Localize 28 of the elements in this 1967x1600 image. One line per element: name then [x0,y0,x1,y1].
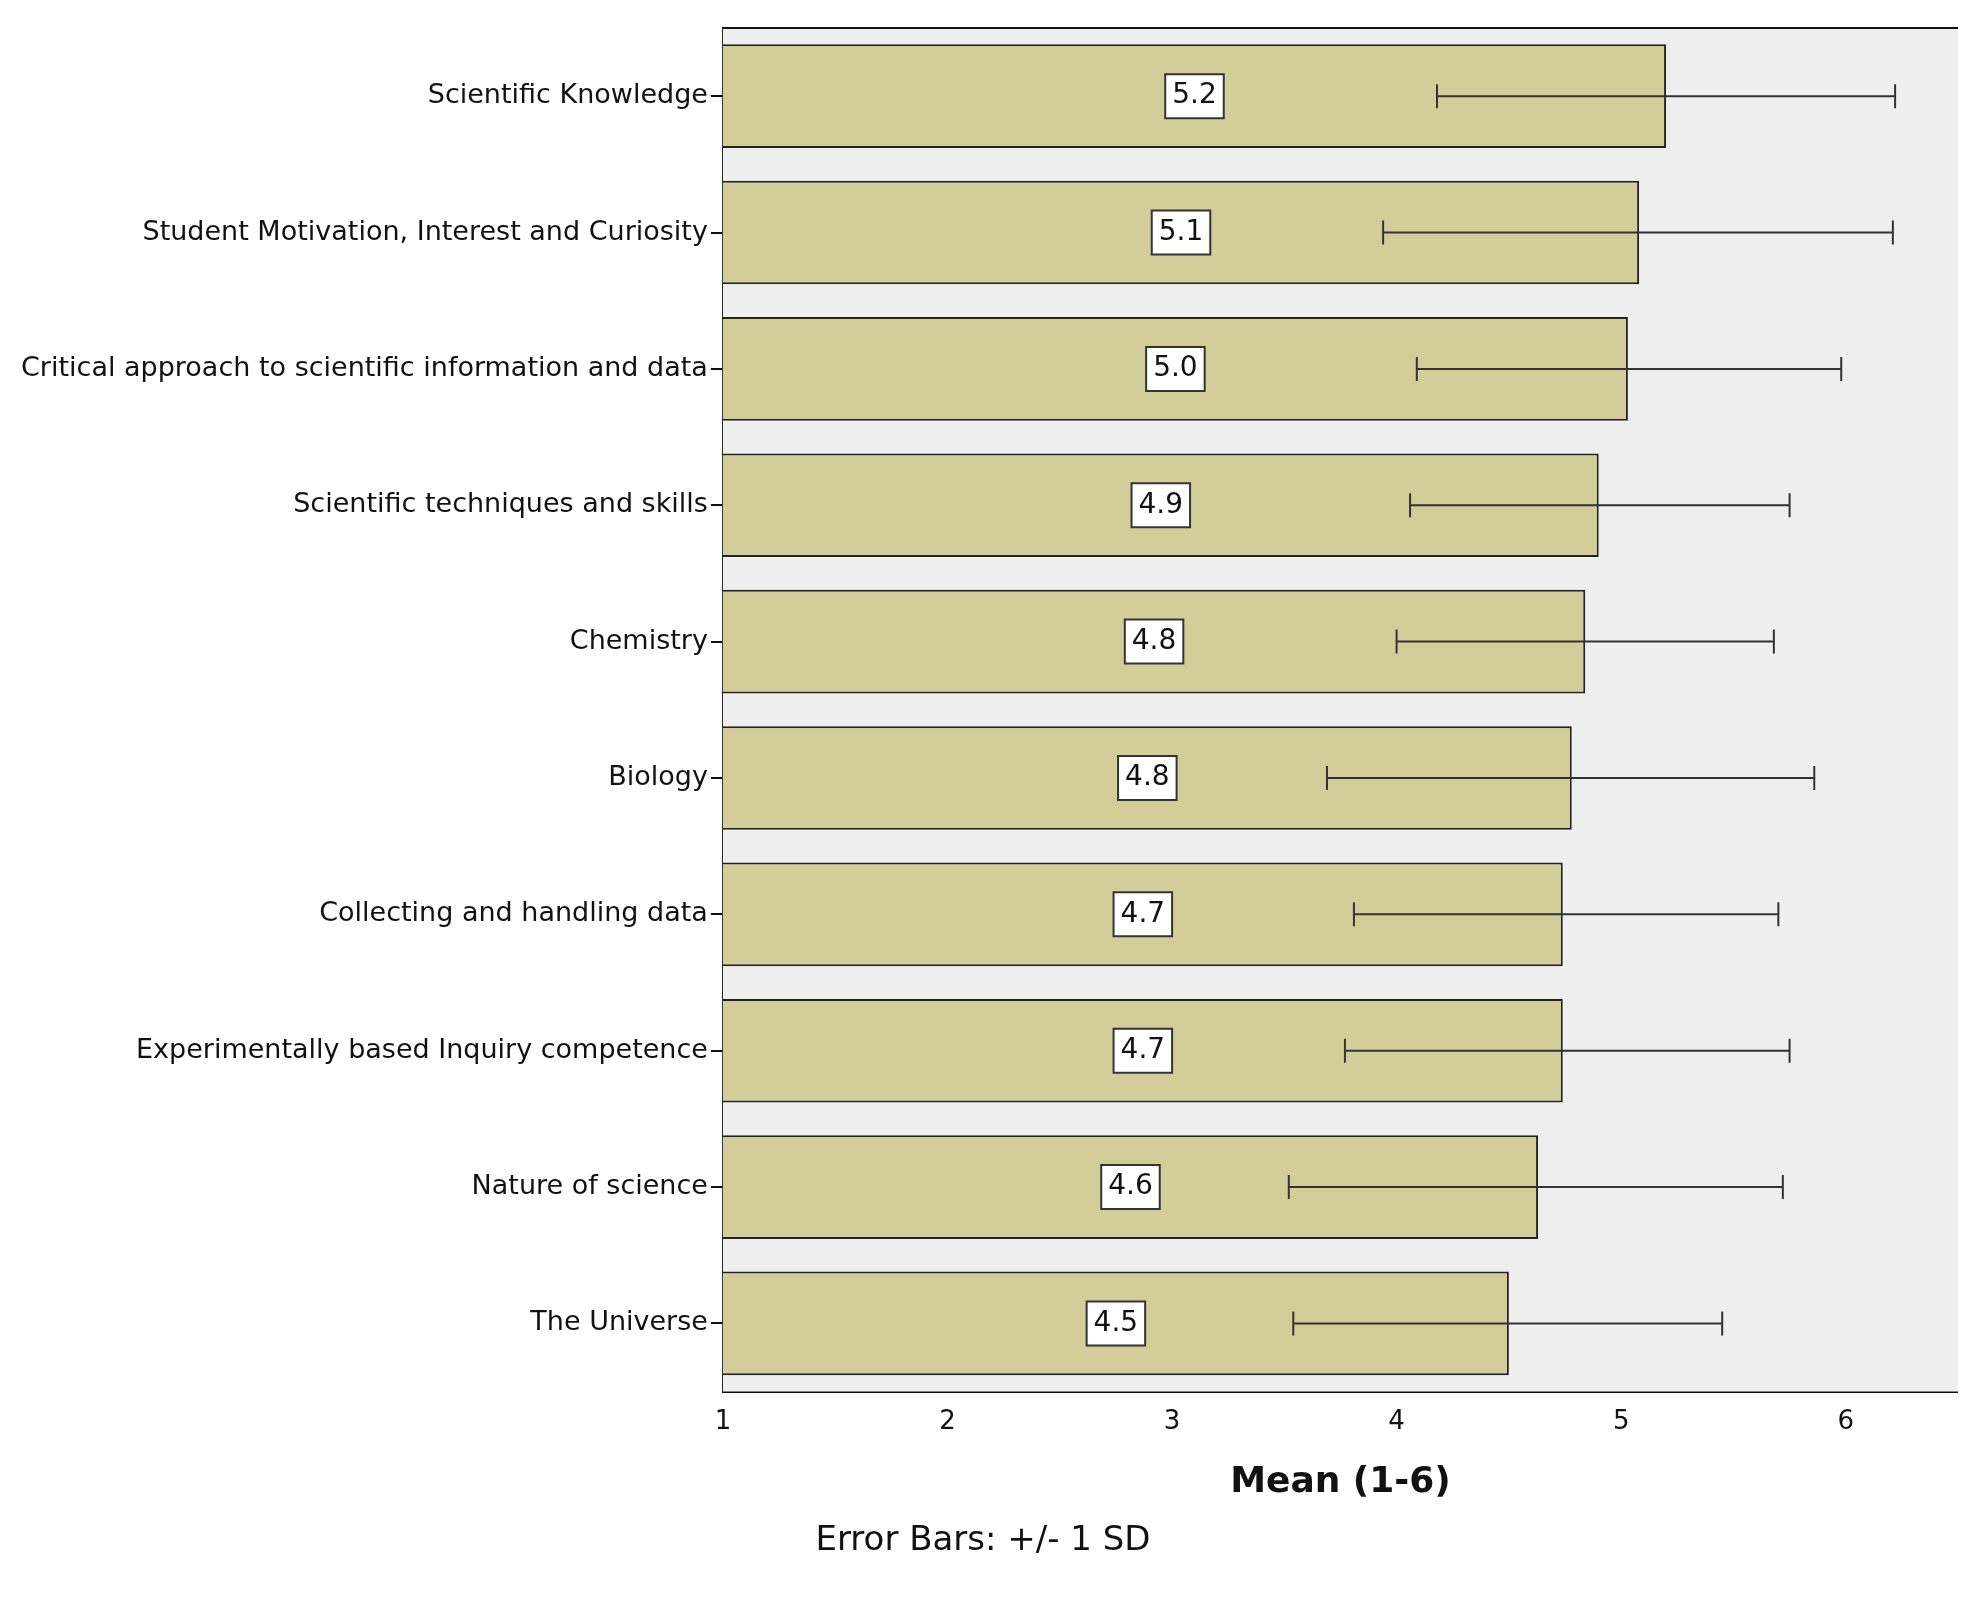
data-label: 5.0 [1153,350,1198,384]
x-tick-label: 4 [1388,1404,1405,1435]
data-label: 4.7 [1120,1031,1166,1065]
x-tick-label: 3 [1163,1404,1181,1435]
y-tick-label: Critical approach to scientific information and data [21,350,708,382]
data-label: 4.7 [1120,895,1166,929]
y-tick-label: Scientific Knowledge [427,78,708,110]
x-tick-label: 5 [1612,1404,1630,1435]
data-label: 5.1 [1158,213,1204,247]
data-label: 4.8 [1125,759,1170,793]
data-label: 4.9 [1138,486,1184,520]
y-tick-label: Student Motivation, Interest and Curiosity [142,214,708,246]
data-label: 4.8 [1131,622,1177,656]
x-axis-title: Mean (1-6) [1230,1458,1451,1500]
text: Error Bars: +/- 1 SD [814,1518,1152,1558]
y-tick-label: The Universe [529,1305,708,1337]
data-label: 4.5 [1093,1304,1139,1338]
y-tick-label: Collecting and handling data [319,896,708,928]
x-tick-label: 1 [714,1404,732,1435]
x-tick-label: 2 [939,1404,956,1435]
y-tick-label: Scientific techniques and skills [293,487,708,519]
data-label: 5.2 [1172,77,1217,111]
x-tick-label: 6 [1837,1404,1854,1435]
data-label: 4.6 [1108,1168,1153,1202]
y-tick-label: Experimentally based Inquiry competence [136,1032,708,1064]
y-tick-label: Biology [608,760,708,791]
y-tick-label: Nature of science [471,1169,708,1201]
y-tick-label: Chemistry [569,623,708,655]
